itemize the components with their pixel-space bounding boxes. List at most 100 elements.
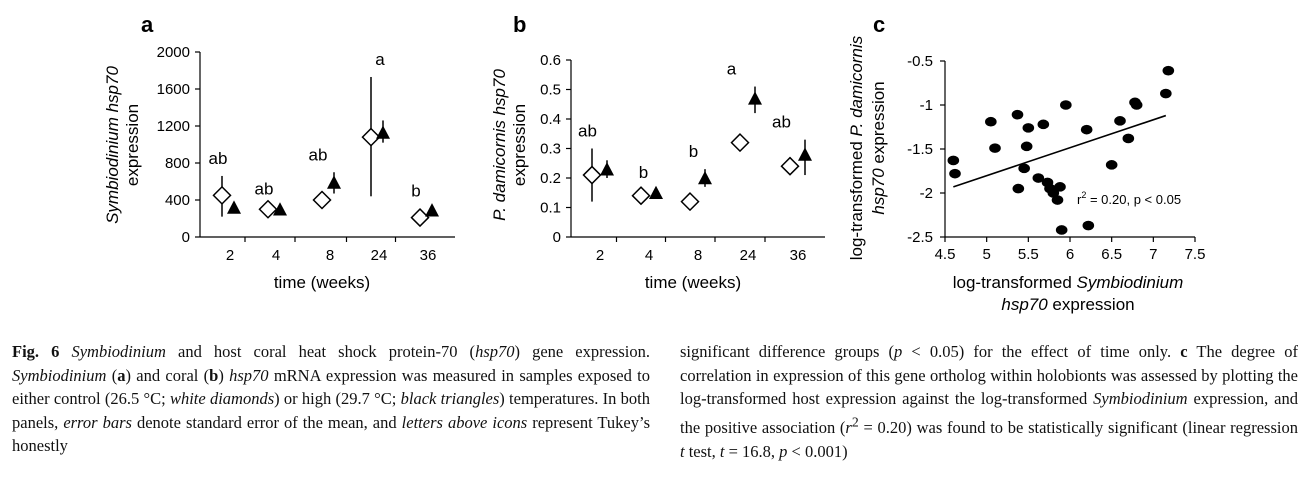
x-tick-label: 24 xyxy=(740,247,757,264)
x-tick-label: 6 xyxy=(1066,246,1074,263)
caption-run: hsp70 xyxy=(229,365,269,385)
regression-line xyxy=(953,114,1167,188)
caption-run: expression, and the positive association… xyxy=(680,389,1298,437)
caption-left-text: Symbiodinium and host coral heat shock p… xyxy=(12,342,650,455)
caption-run: black triangles xyxy=(400,389,500,408)
x-tick-label: 5.5 xyxy=(1018,246,1039,263)
x-tick-label: 36 xyxy=(790,247,807,264)
caption-run: Symbiodinium xyxy=(1093,389,1188,408)
caption-run: letters above icons xyxy=(401,412,528,432)
y-tick-label: 0 xyxy=(182,229,190,246)
caption-run: hsp70 xyxy=(475,342,515,361)
caption-run: p xyxy=(779,441,788,461)
caption-run: r xyxy=(845,418,852,437)
significance-letter: ab xyxy=(255,179,274,198)
y-tick-label: 0.5 xyxy=(540,82,561,99)
x-axis-label-line1: log-transformed Symbiodinium xyxy=(953,273,1184,292)
caption-run: 2 xyxy=(851,414,859,430)
control-diamond-marker xyxy=(730,133,750,153)
data-point xyxy=(949,168,961,179)
caption-right: significant difference groups (p < 0.05)… xyxy=(680,340,1298,463)
y-axis-label-line1: P. damicornis hsp70 xyxy=(490,69,509,221)
significance-letter: b xyxy=(689,142,698,161)
caption-run: = 0.20) was found to be statistically si… xyxy=(858,418,1298,437)
data-point xyxy=(989,143,1001,153)
panel-c-label: c xyxy=(873,12,885,37)
caption-run: = 16.8, xyxy=(724,441,780,461)
significance-letter: ab xyxy=(578,122,597,141)
y-tick-label: 1200 xyxy=(157,118,190,135)
y-tick-label: 0.1 xyxy=(540,200,561,217)
caption-run: ) or high (29.7 °C; xyxy=(274,389,401,408)
data-point xyxy=(1051,195,1064,205)
caption-run: The degree of correlation in expression … xyxy=(680,342,1298,408)
x-tick-label: 8 xyxy=(694,247,702,264)
caption-run: t xyxy=(680,441,685,461)
caption-run: test, xyxy=(684,441,720,461)
caption-run: < 0.001) xyxy=(787,441,848,461)
y-label-species: P. damicornis xyxy=(847,35,866,136)
y-tick-label: 800 xyxy=(165,155,190,172)
control-diamond-marker xyxy=(680,192,700,212)
control-diamond-marker xyxy=(212,185,232,205)
caption-run: p xyxy=(894,342,903,361)
y-tick-label: 0.4 xyxy=(540,111,561,128)
data-point xyxy=(1114,116,1126,126)
data-point xyxy=(1082,220,1095,231)
data-point xyxy=(1162,65,1175,76)
high-triangle-marker xyxy=(600,162,614,176)
significance-letter: b xyxy=(639,163,648,182)
x-tick-label: 4 xyxy=(272,247,280,264)
y-tick-label: 0.3 xyxy=(540,141,561,158)
high-triangle-marker xyxy=(227,200,241,214)
regression-annotation: r2 = 0.20, p < 0.05 xyxy=(1077,190,1181,207)
x-tick-label: 8 xyxy=(326,247,334,264)
data-point xyxy=(1130,100,1143,110)
caption-run: and host coral heat shock protein-70 ( xyxy=(165,342,476,361)
caption-run: a xyxy=(117,365,126,385)
caption-run: Symbiodinium xyxy=(71,342,166,361)
high-triangle-marker xyxy=(748,91,762,105)
data-point xyxy=(947,155,960,166)
y-axis-label-line2: hsp70 expression xyxy=(869,81,888,214)
caption-run: error bars xyxy=(63,412,132,432)
control-diamond-marker xyxy=(312,190,332,210)
control-diamond-marker xyxy=(582,165,602,185)
x-tick-label: 4 xyxy=(645,247,653,264)
y-axis-label-line2: expression xyxy=(510,104,529,186)
data-point xyxy=(1022,123,1035,133)
y-axis-label-line2: expression xyxy=(123,104,142,186)
high-triangle-marker xyxy=(798,147,812,161)
caption-run: significant difference groups ( xyxy=(680,342,895,361)
caption-run: ) xyxy=(218,365,230,385)
data-point xyxy=(1105,160,1118,170)
data-point xyxy=(1122,133,1135,144)
panel-c: c -0.5 -1 -1.5 -2 -2.54.5 5 5.5 6 6.5 7 7.5 log-tr… xyxy=(847,12,1205,314)
x-tick-label: 4.5 xyxy=(935,246,956,263)
significance-letter: a xyxy=(727,60,737,79)
y-tick-label: -0.5 xyxy=(907,53,933,70)
caption-run: Symbiodinium xyxy=(12,365,107,385)
y-label-prefix: log-transformed xyxy=(847,137,866,261)
caption-run: represent Tukey’s honestly xyxy=(12,412,651,456)
significance-letter: ab xyxy=(309,145,328,164)
x-tick-label: 2 xyxy=(596,247,604,264)
data-point xyxy=(1011,109,1024,120)
x-axis-label-line2: hsp70 expression xyxy=(1001,295,1134,314)
x-tick-label: 5 xyxy=(982,246,990,263)
y-tick-label: -2 xyxy=(920,185,933,202)
significance-letter: b xyxy=(411,181,420,200)
data-point xyxy=(1054,182,1066,192)
data-point xyxy=(985,116,997,127)
x-tick-label: 2 xyxy=(226,247,234,264)
caption-run: t xyxy=(719,441,725,461)
y-label-gene: hsp70 xyxy=(869,168,888,215)
caption-run: mRNA expression was measured in samples … xyxy=(12,365,650,409)
y-tick-label: 400 xyxy=(165,192,190,209)
high-triangle-marker xyxy=(327,175,341,189)
caption-run: < 0.05) for the effect of time only. xyxy=(902,342,1181,361)
y-axis-label-line1: log-transformed P. damicornis xyxy=(847,35,866,260)
